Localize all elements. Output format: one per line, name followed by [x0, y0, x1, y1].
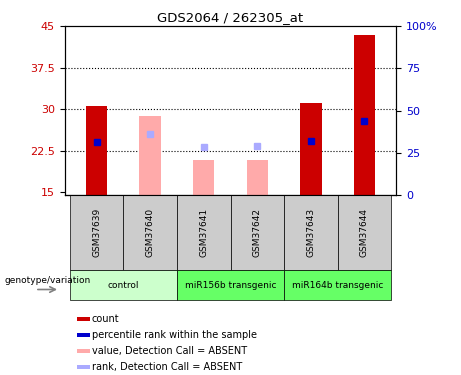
FancyBboxPatch shape: [70, 195, 124, 270]
FancyBboxPatch shape: [124, 195, 177, 270]
FancyBboxPatch shape: [70, 270, 177, 300]
FancyBboxPatch shape: [177, 195, 230, 270]
Bar: [193, 160, 214, 195]
Text: miR156b transgenic: miR156b transgenic: [185, 280, 276, 290]
FancyBboxPatch shape: [337, 195, 391, 270]
Text: percentile rank within the sample: percentile rank within the sample: [92, 330, 257, 340]
Text: GSM37640: GSM37640: [146, 208, 155, 257]
Text: GSM37643: GSM37643: [306, 208, 315, 257]
Bar: [86, 106, 107, 195]
Text: count: count: [92, 314, 119, 324]
Text: rank, Detection Call = ABSENT: rank, Detection Call = ABSENT: [92, 362, 242, 372]
Bar: [77, 317, 89, 321]
FancyBboxPatch shape: [284, 270, 391, 300]
Text: GSM37644: GSM37644: [360, 208, 369, 257]
Bar: [77, 333, 89, 337]
Text: GSM37641: GSM37641: [199, 208, 208, 257]
FancyBboxPatch shape: [177, 270, 284, 300]
Bar: [140, 116, 161, 195]
Bar: [77, 349, 89, 353]
Bar: [77, 365, 89, 369]
Bar: [247, 160, 268, 195]
Bar: [300, 103, 321, 195]
Text: value, Detection Call = ABSENT: value, Detection Call = ABSENT: [92, 346, 247, 356]
Text: miR164b transgenic: miR164b transgenic: [292, 280, 383, 290]
Text: GSM37642: GSM37642: [253, 208, 262, 257]
Text: genotype/variation: genotype/variation: [5, 276, 91, 285]
Text: control: control: [108, 280, 139, 290]
FancyBboxPatch shape: [230, 195, 284, 270]
Title: GDS2064 / 262305_at: GDS2064 / 262305_at: [158, 11, 303, 24]
Bar: [354, 34, 375, 195]
Text: GSM37639: GSM37639: [92, 208, 101, 257]
FancyBboxPatch shape: [284, 195, 337, 270]
